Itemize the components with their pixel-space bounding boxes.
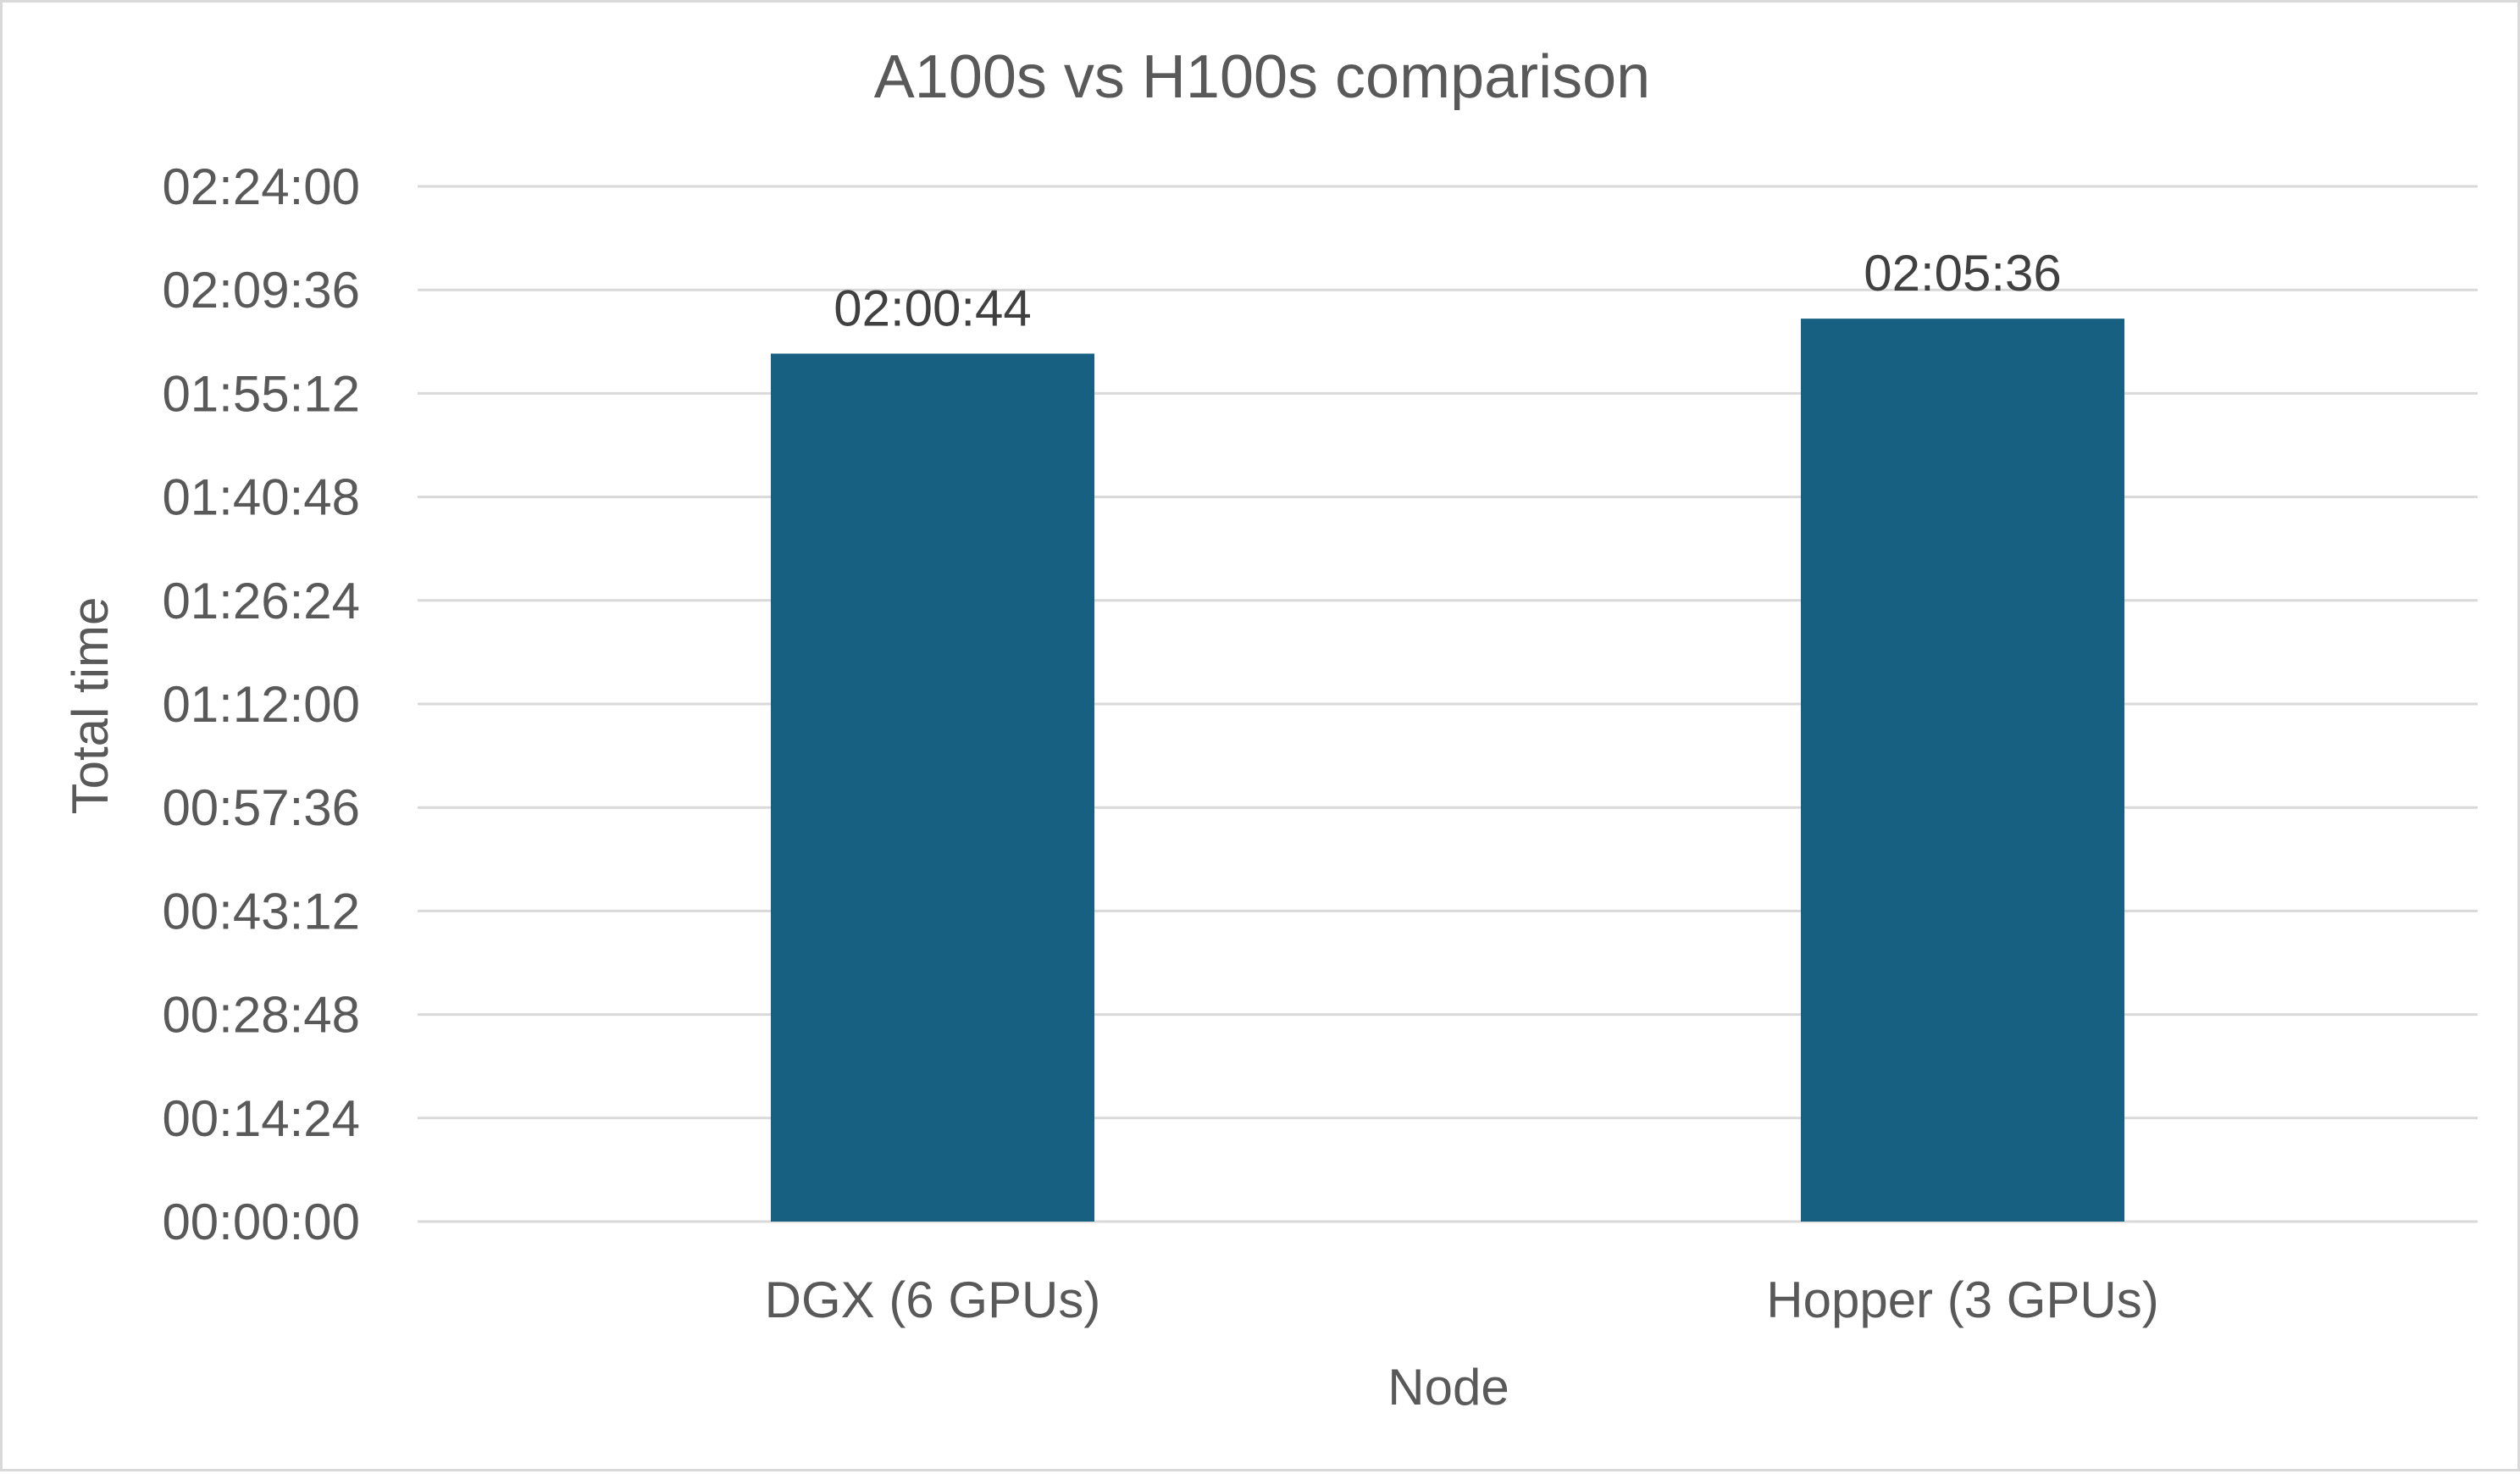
- chart-title: A100s vs H100s comparison: [874, 43, 1650, 111]
- bar: [1801, 319, 2124, 1222]
- data-labels: 02:00:44 02:05:36: [834, 245, 2062, 336]
- y-axis-ticks: 00:00:00 00:14:24 00:28:48 00:43:12 00:57:36…: [162, 158, 360, 1250]
- y-tick-label: 00:43:12: [162, 883, 360, 939]
- x-axis-ticks: DGX (6 GPUs) Hopper (3 GPUs): [765, 1272, 2159, 1328]
- bar: [771, 353, 1094, 1222]
- x-axis-title: Node: [1387, 1359, 1509, 1416]
- y-tick-label: 01:12:00: [162, 676, 360, 733]
- y-tick-label: 00:28:48: [162, 987, 360, 1044]
- y-tick-label: 00:57:36: [162, 779, 360, 836]
- y-tick-label: 01:55:12: [162, 365, 360, 422]
- y-tick-label: 01:40:48: [162, 469, 360, 526]
- bar-value-label: 02:05:36: [1864, 245, 2062, 302]
- gridlines: [418, 185, 2478, 1223]
- y-tick-label: 02:24:00: [162, 158, 360, 215]
- y-axis-title: Total time: [62, 597, 119, 815]
- y-tick-label: 01:26:24: [162, 573, 360, 629]
- bar-chart: A100s vs H100s comparison 00:00:00 00:14:…: [62, 43, 2478, 1416]
- bar-value-label: 02:00:44: [834, 280, 1032, 336]
- y-tick-label: 00:00:00: [162, 1194, 360, 1250]
- x-tick-label: Hopper (3 GPUs): [1766, 1272, 2158, 1328]
- y-tick-label: 02:09:36: [162, 262, 360, 319]
- y-tick-label: 00:14:24: [162, 1090, 360, 1147]
- bars: [771, 319, 2124, 1222]
- x-tick-label: DGX (6 GPUs): [765, 1272, 1101, 1328]
